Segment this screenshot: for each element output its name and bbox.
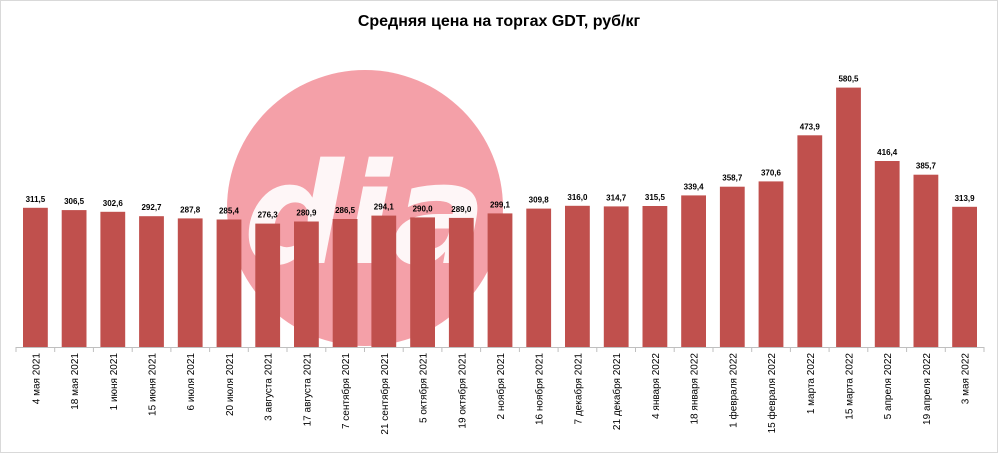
bar — [139, 216, 164, 347]
bar — [681, 195, 706, 347]
bar-value-label: 299,1 — [490, 200, 511, 209]
bar — [448, 217, 474, 347]
data-labels: 311,5 306,5 302,6 292,7 287,8 285,4 276,3 280,9… — [26, 75, 976, 220]
bar — [642, 206, 668, 347]
x-tick-label: 1 июня 2021 — [109, 353, 120, 411]
x-tick-label: 19 апреля 2022 — [922, 353, 933, 425]
bar-value-label: 287,8 — [180, 205, 201, 214]
bar-value-label: 280,9 — [296, 209, 317, 218]
x-tick-label: 7 сентября 2021 — [340, 353, 352, 429]
bar-value-label: 285,4 — [219, 207, 240, 216]
bar — [332, 219, 358, 347]
x-tick-label: 2 ноября 2021 — [495, 353, 507, 420]
bar — [836, 87, 861, 347]
chart-title: Средняя цена на торгах GDT, руб/кг — [357, 13, 641, 30]
bar-value-label: 370,6 — [761, 168, 782, 177]
x-tick-label: 5 апреля 2022 — [883, 353, 894, 420]
bar-value-label: 385,7 — [916, 162, 937, 171]
bar — [719, 186, 745, 347]
bar — [526, 208, 552, 347]
bar — [216, 219, 242, 347]
bars — [23, 87, 977, 347]
x-tick-label: 6 июля 2021 — [186, 353, 197, 411]
bar-value-label: 339,4 — [684, 182, 705, 191]
x-tick-label: 15 марта 2022 — [845, 353, 856, 420]
x-tick-label: 5 октября 2021 — [418, 353, 430, 423]
bar — [61, 210, 87, 347]
bar-value-label: 292,7 — [141, 203, 162, 212]
bar-value-label: 286,5 — [335, 206, 356, 215]
bar — [603, 206, 629, 347]
bar — [874, 161, 900, 347]
x-tick-label: 4 мая 2021 — [31, 353, 42, 405]
bar — [487, 213, 513, 347]
x-axis: 4 мая 2021 18 мая 2021 1 июня 2021 15 июня … — [15, 347, 985, 435]
bar — [255, 223, 281, 347]
x-tick-label: 21 декабря 2021 — [611, 353, 623, 431]
x-tick-label: 7 декабря 2021 — [572, 353, 584, 425]
x-tick-label: 1 марта 2022 — [806, 353, 817, 415]
x-tick-label: 4 января 2022 — [651, 353, 662, 419]
bar-value-label: 315,5 — [645, 193, 666, 202]
bar-value-label: 302,6 — [103, 199, 124, 208]
bar — [100, 211, 126, 347]
bar-value-label: 290,0 — [413, 204, 434, 213]
x-tick-label: 15 февраля 2022 — [766, 353, 778, 434]
x-tick-label: 3 мая 2022 — [961, 353, 972, 405]
x-tick-label: 16 ноября 2021 — [534, 353, 546, 425]
bar-value-label: 416,4 — [877, 148, 898, 157]
x-tick-label: 18 мая 2021 — [70, 353, 81, 410]
bar — [23, 207, 48, 347]
x-tick-label: 18 января 2022 — [690, 353, 701, 425]
bar — [913, 174, 939, 347]
bar-value-label: 580,5 — [838, 75, 859, 84]
bar-value-label: 309,8 — [529, 196, 550, 205]
bar-value-label: 313,9 — [955, 194, 976, 203]
bar — [797, 135, 823, 347]
x-tick-label: 3 августа 2021 — [264, 353, 275, 421]
bar — [177, 218, 203, 347]
bar-value-label: 473,9 — [800, 122, 821, 131]
x-tick-label: 20 июля 2021 — [225, 353, 236, 416]
bar — [565, 205, 590, 347]
bar — [371, 215, 397, 347]
watermark-text: dia — [244, 134, 487, 297]
x-tick-label: 15 июня 2021 — [148, 353, 159, 416]
bar-value-label: 289,0 — [451, 205, 472, 214]
bar — [952, 206, 977, 347]
x-tick-label: 17 августа 2021 — [302, 353, 313, 427]
bar — [294, 221, 319, 347]
x-tick-label: 1 февраля 2022 — [727, 353, 739, 428]
bar-value-label: 311,5 — [26, 195, 46, 204]
bar-value-label: 316,0 — [567, 193, 588, 202]
x-tick-label: 21 сентября 2021 — [379, 353, 391, 435]
bar-value-label: 294,1 — [374, 203, 395, 212]
bar-value-label: 276,3 — [258, 211, 279, 220]
bar — [410, 217, 435, 347]
bar — [758, 181, 784, 347]
x-tick-label: 19 октября 2021 — [456, 353, 468, 429]
bar-value-label: 358,7 — [722, 174, 743, 183]
bar-value-label: 306,5 — [64, 197, 85, 206]
bar-value-label: 314,7 — [606, 193, 627, 202]
